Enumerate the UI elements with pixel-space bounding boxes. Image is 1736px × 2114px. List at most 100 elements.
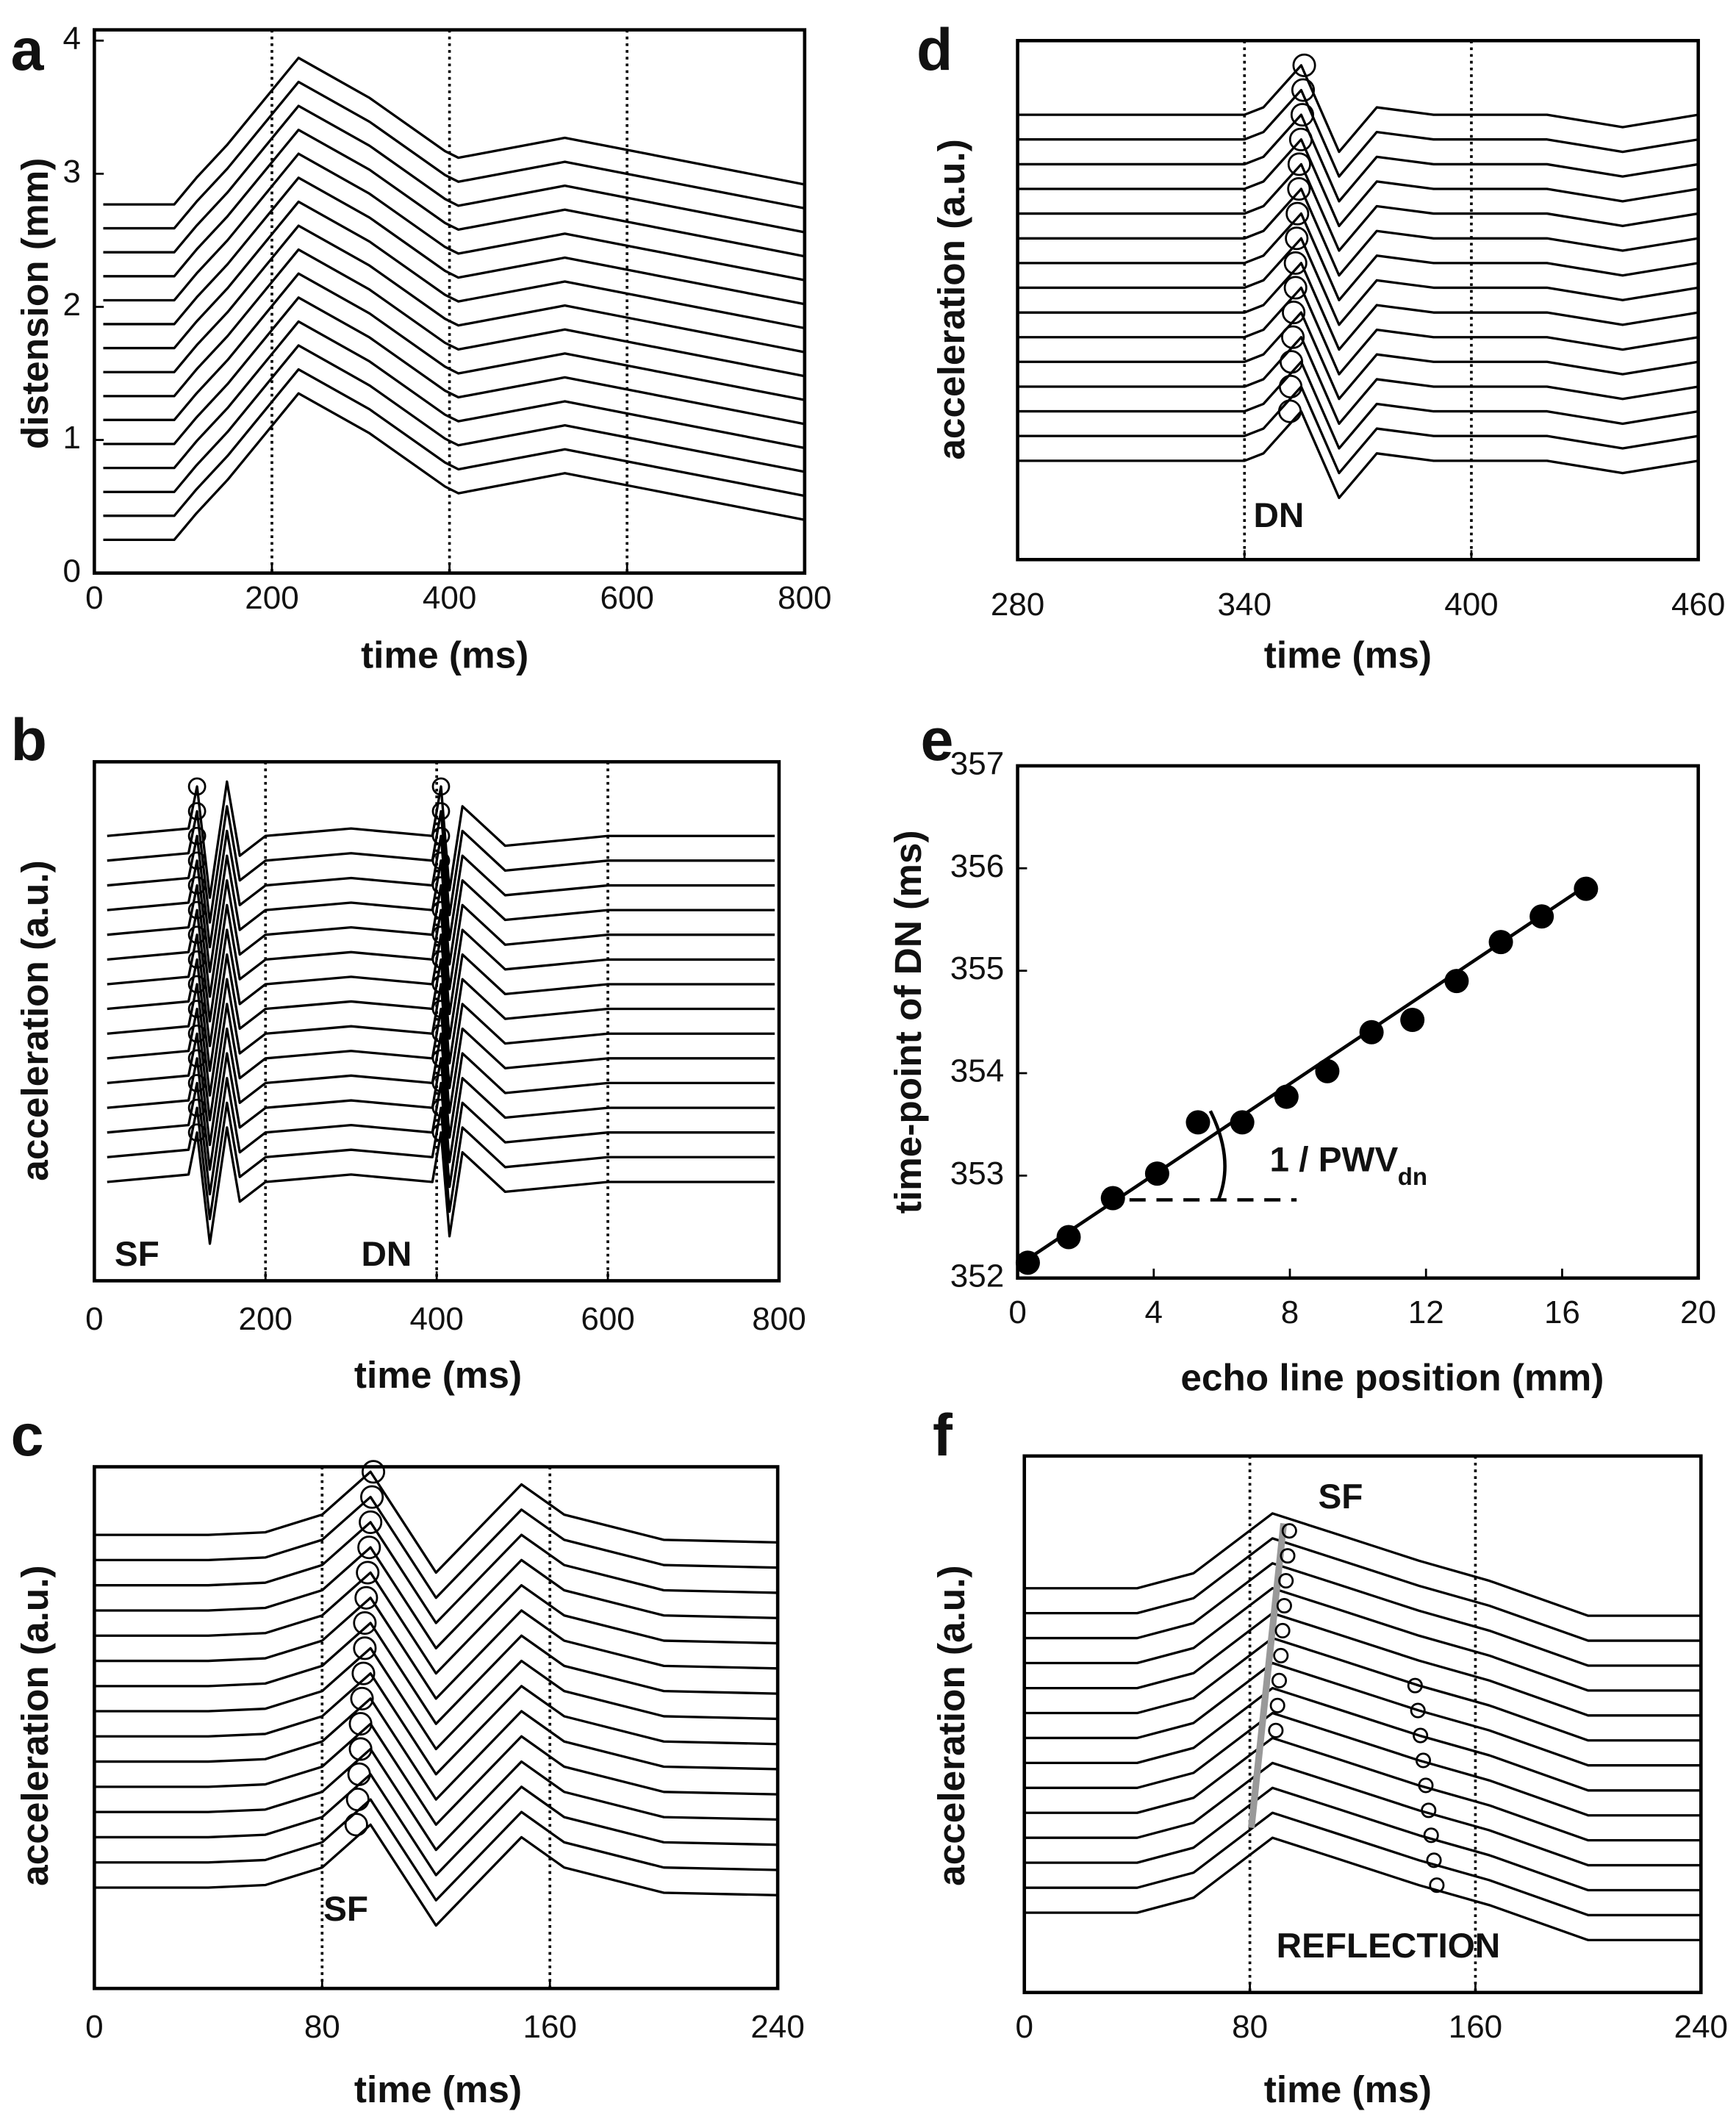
peak-marker xyxy=(431,950,451,969)
trace xyxy=(1017,113,1699,203)
trace xyxy=(94,1823,778,1927)
trace xyxy=(94,1747,778,1852)
peak-marker xyxy=(359,1510,383,1534)
trace xyxy=(94,1571,778,1675)
peak-marker xyxy=(347,1762,371,1786)
peak-marker xyxy=(187,925,207,945)
x-axis-label: echo line position (mm) xyxy=(1180,1357,1604,1399)
trace xyxy=(1017,311,1699,401)
data-point xyxy=(1230,1110,1255,1135)
data-point xyxy=(1186,1110,1210,1135)
panel-letter: e xyxy=(921,707,954,773)
panel-letter: f xyxy=(933,1402,953,1469)
y-tick-label: 356 xyxy=(950,848,1004,884)
y-axis-label: distension (mm) xyxy=(14,158,56,449)
trace xyxy=(103,320,806,470)
trace xyxy=(1017,385,1699,475)
data-point xyxy=(1400,1008,1425,1033)
trace xyxy=(94,1495,778,1599)
trace xyxy=(103,104,806,254)
peak-marker xyxy=(187,1024,207,1043)
x-axis-label: time (ms) xyxy=(1264,634,1432,676)
peak-marker xyxy=(1285,226,1309,251)
peak-marker xyxy=(431,826,451,845)
x-tick-label: 80 xyxy=(1232,2009,1268,2045)
annotation: 1 / PWV xyxy=(1269,1141,1398,1180)
peak-marker xyxy=(1281,325,1305,349)
peak-marker xyxy=(431,1000,451,1018)
trace xyxy=(1017,409,1699,499)
trace xyxy=(103,80,806,230)
x-tick-label: 0 xyxy=(85,580,103,616)
trace xyxy=(1024,1736,1701,1842)
y-tick-label: 353 xyxy=(950,1155,1004,1192)
fit-line xyxy=(1016,882,1590,1267)
peak-marker xyxy=(1278,374,1303,399)
peak-marker xyxy=(348,1712,373,1736)
data-point xyxy=(1315,1058,1340,1083)
trace xyxy=(1024,1512,1701,1617)
trace xyxy=(94,1773,778,1877)
plot-frame xyxy=(93,1465,780,1991)
peak-marker xyxy=(350,1686,374,1710)
peak-marker xyxy=(1429,1877,1445,1893)
trace xyxy=(1017,360,1699,450)
x-tick-label: 16 xyxy=(1544,1294,1580,1330)
peak-marker xyxy=(431,1049,451,1068)
x-tick-label: 600 xyxy=(581,1301,634,1337)
peak-marker xyxy=(431,777,451,796)
peak-marker xyxy=(1269,1697,1285,1713)
x-tick-label: 160 xyxy=(1449,2009,1502,2045)
trace xyxy=(1024,1611,1701,1717)
trace xyxy=(103,129,806,278)
peak-marker xyxy=(1407,1677,1423,1694)
panel-letter: a xyxy=(11,17,45,83)
peak-marker xyxy=(431,802,451,821)
trace xyxy=(94,1597,778,1700)
trace xyxy=(1017,88,1699,178)
trace xyxy=(103,392,806,542)
trace xyxy=(94,1521,778,1624)
x-tick-label: 200 xyxy=(245,580,298,616)
peak-marker xyxy=(1426,1852,1442,1868)
trace xyxy=(1024,1537,1701,1642)
plot-frame xyxy=(1022,1454,1703,1994)
y-axis-label: acceleration (a.u.) xyxy=(930,139,972,459)
peak-marker xyxy=(1268,1722,1284,1738)
x-tick-label: 400 xyxy=(1444,587,1498,623)
peak-marker xyxy=(1415,1752,1432,1769)
peak-marker xyxy=(348,1737,373,1761)
x-tick-label: 8 xyxy=(1281,1294,1299,1330)
trace xyxy=(107,1126,775,1245)
y-axis-label: time-point of DN (ms) xyxy=(887,830,929,1214)
x-axis-label: time (ms) xyxy=(354,2068,522,2110)
y-tick-label: 2 xyxy=(63,287,81,323)
x-tick-label: 12 xyxy=(1408,1294,1444,1330)
peak-marker xyxy=(360,1485,384,1509)
trace xyxy=(1017,237,1699,326)
trace xyxy=(103,224,806,373)
peak-marker xyxy=(1278,1573,1294,1589)
plot-frame xyxy=(1016,764,1700,1280)
trace xyxy=(1024,1836,1701,1942)
peak-marker xyxy=(344,1813,368,1837)
x-tick-label: 0 xyxy=(85,1301,103,1337)
y-tick-label: 1 xyxy=(63,420,81,456)
x-tick-label: 340 xyxy=(1218,587,1271,623)
y-tick-label: 357 xyxy=(950,746,1004,782)
x-tick-label: 280 xyxy=(991,587,1044,623)
peak-marker xyxy=(1288,127,1313,151)
peak-marker xyxy=(1274,1622,1291,1638)
peak-marker xyxy=(1290,103,1315,127)
peak-marker xyxy=(431,1074,451,1092)
peak-marker xyxy=(431,851,451,870)
trace xyxy=(94,1622,778,1725)
trace xyxy=(94,1672,778,1776)
peak-marker xyxy=(1287,152,1311,176)
peak-marker xyxy=(1287,176,1311,201)
trace xyxy=(1017,138,1699,228)
peak-marker xyxy=(1271,1672,1288,1688)
trace xyxy=(103,272,806,421)
trace xyxy=(1017,162,1699,252)
